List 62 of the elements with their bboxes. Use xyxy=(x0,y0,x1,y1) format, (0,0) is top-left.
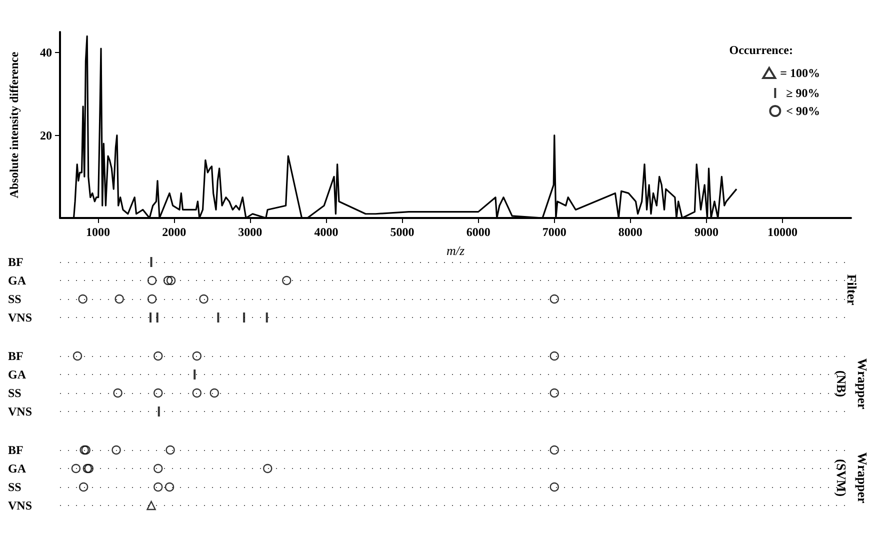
point xyxy=(199,294,208,304)
point xyxy=(72,351,82,361)
point xyxy=(147,294,157,304)
y-tick-label: VNS xyxy=(8,498,32,512)
point xyxy=(154,482,163,492)
point xyxy=(164,482,174,492)
annotation: Wrapper (NB) xyxy=(834,358,870,410)
x-tick-label: 1000 xyxy=(86,225,110,239)
point xyxy=(282,276,292,286)
legend-label: ≥ 90% xyxy=(786,86,820,100)
point xyxy=(550,294,559,304)
x-tick-label: 5000 xyxy=(390,225,414,239)
point xyxy=(154,351,163,361)
point xyxy=(147,276,157,286)
x-axis-title: m/z xyxy=(446,243,465,258)
y-tick-label: GA xyxy=(8,368,26,382)
point xyxy=(210,388,219,398)
point xyxy=(114,294,124,304)
x-tick-label: 9000 xyxy=(694,225,718,239)
point xyxy=(113,388,122,398)
point xyxy=(154,388,163,398)
y-tick-label: GA xyxy=(8,274,26,288)
point xyxy=(71,464,81,474)
point xyxy=(112,445,121,455)
y-tick-label: VNS xyxy=(8,404,32,418)
legend-title: Occurrence: xyxy=(729,43,794,57)
y-tick-label: SS xyxy=(8,386,22,400)
point xyxy=(154,464,163,474)
point xyxy=(192,388,202,398)
point xyxy=(166,445,175,455)
y-tick-label: SS xyxy=(8,292,22,306)
y-tick-label: 20 xyxy=(40,128,52,142)
point xyxy=(163,276,173,286)
legend-label: = 100% xyxy=(780,66,820,80)
x-tick-label: 4000 xyxy=(314,225,338,239)
y-tick-label: VNS xyxy=(8,310,32,324)
point xyxy=(550,388,559,398)
point xyxy=(550,445,559,455)
point xyxy=(78,294,88,304)
point xyxy=(550,482,559,492)
y-tick-label: BF xyxy=(8,255,24,269)
x-tick-label: 3000 xyxy=(238,225,262,239)
y-tick-label: SS xyxy=(8,480,22,494)
point xyxy=(550,351,559,361)
y-tick-label: GA xyxy=(8,462,26,476)
annotation: Filter xyxy=(844,274,860,306)
point xyxy=(192,351,202,361)
y-tick-label: BF xyxy=(8,349,24,363)
y-axis-title: Absolute intensity difference xyxy=(7,51,21,198)
x-tick-label: 7000 xyxy=(542,225,566,239)
point xyxy=(146,500,156,510)
x-tick-label: 2000 xyxy=(162,225,186,239)
legend-label: < 90% xyxy=(786,104,820,118)
x-tick-label: 10000 xyxy=(768,225,798,239)
point xyxy=(78,482,88,492)
x-tick-label: 8000 xyxy=(618,225,642,239)
annotation: Wrapper (SVM) xyxy=(834,452,870,504)
y-tick-label: 40 xyxy=(40,46,52,60)
point xyxy=(263,464,272,474)
point xyxy=(166,276,176,286)
y-tick-label: BF xyxy=(8,443,24,457)
x-tick-label: 6000 xyxy=(466,225,490,239)
